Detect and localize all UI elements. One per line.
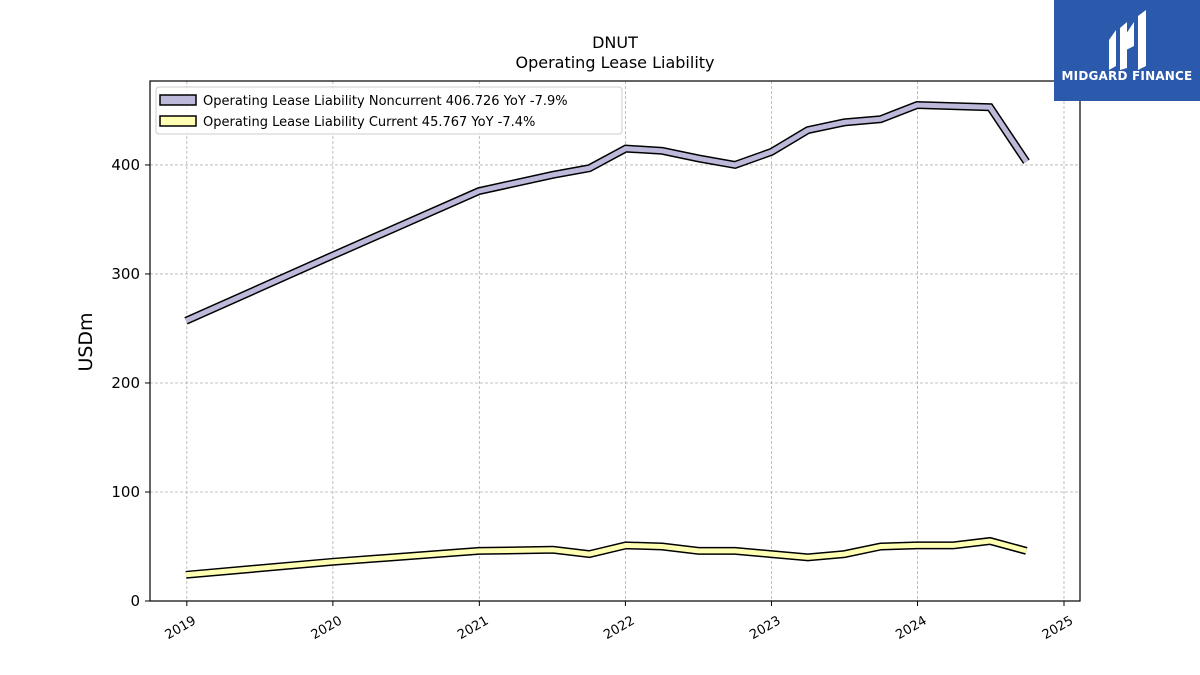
logo-text: MIDGARD FINANCE — [1061, 69, 1193, 83]
legend-swatch — [159, 94, 197, 106]
y-tick-label: 0 — [130, 592, 140, 610]
legend: Operating Lease Liability Noncurrent 406… — [155, 86, 623, 135]
chart-subtitle: Operating Lease Liability — [515, 53, 714, 72]
chart-title: DNUT — [592, 33, 638, 52]
series-line-2 — [185, 538, 1028, 578]
x-tick-label: 2025 — [1040, 613, 1076, 643]
midgard-finance-logo: MIDGARD FINANCE — [1054, 0, 1200, 101]
y-tick-label: 400 — [111, 156, 140, 174]
y-axis-label: USDm — [75, 312, 97, 371]
legend-label: Operating Lease Liability Noncurrent 406… — [203, 94, 568, 109]
plot-frame — [149, 80, 1081, 602]
x-tick-label: 2023 — [747, 613, 783, 643]
legend-box — [155, 86, 623, 135]
x-tick-label: 2024 — [893, 613, 929, 643]
legend-swatch — [159, 115, 197, 127]
x-tick-label: 2022 — [601, 613, 637, 643]
legend-label: Operating Lease Liability Current 45.767… — [203, 115, 535, 130]
logo-mark-icon — [1109, 10, 1146, 70]
y-tick-label: 100 — [111, 483, 140, 501]
series-layer — [184, 100, 1030, 579]
y-tick-label: 200 — [111, 374, 140, 392]
x-tick-label: 2019 — [163, 613, 199, 643]
series-outline-1 — [184, 100, 1030, 325]
x-tick-label: 2020 — [309, 613, 345, 643]
x-tick-label: 2021 — [455, 613, 491, 643]
series-line-1 — [184, 102, 1029, 324]
grid-lines — [150, 81, 1080, 602]
y-tick-label: 300 — [111, 265, 140, 283]
